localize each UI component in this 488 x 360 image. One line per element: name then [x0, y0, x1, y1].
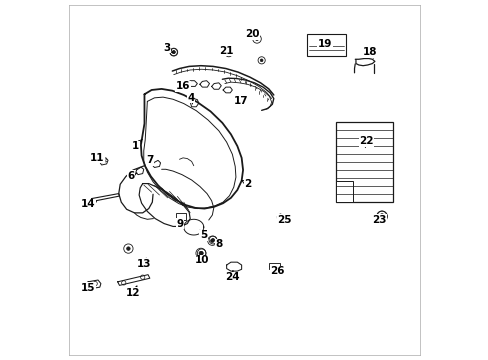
- Text: 1: 1: [132, 141, 139, 151]
- Bar: [306, 33, 345, 56]
- Circle shape: [172, 51, 175, 54]
- Text: 11: 11: [90, 153, 104, 163]
- Text: 21: 21: [218, 46, 233, 56]
- Text: 20: 20: [244, 29, 259, 39]
- Bar: [335, 181, 352, 202]
- Bar: [335, 122, 393, 202]
- Text: 6: 6: [127, 171, 134, 181]
- Text: 15: 15: [81, 283, 95, 293]
- Text: 4: 4: [187, 93, 194, 103]
- Circle shape: [380, 214, 383, 217]
- Text: 2: 2: [244, 179, 251, 189]
- Text: 16: 16: [176, 81, 190, 91]
- Text: 12: 12: [125, 288, 140, 297]
- Text: 23: 23: [371, 215, 386, 225]
- Text: 22: 22: [359, 136, 373, 147]
- Text: 3: 3: [163, 43, 170, 53]
- Text: 7: 7: [146, 156, 153, 165]
- Text: 5: 5: [200, 230, 206, 240]
- Circle shape: [255, 37, 258, 41]
- Circle shape: [260, 59, 263, 62]
- Bar: [176, 213, 185, 220]
- Text: 25: 25: [277, 215, 291, 225]
- Text: 18: 18: [362, 47, 377, 57]
- Text: 26: 26: [269, 266, 284, 276]
- Text: 19: 19: [317, 39, 331, 49]
- Text: 8: 8: [215, 239, 223, 249]
- Circle shape: [210, 239, 214, 243]
- Text: 14: 14: [81, 199, 95, 209]
- Circle shape: [199, 251, 203, 255]
- Text: 10: 10: [195, 255, 209, 265]
- Circle shape: [126, 247, 130, 250]
- Text: 24: 24: [224, 272, 239, 282]
- Bar: [268, 263, 280, 269]
- Text: 17: 17: [233, 96, 248, 106]
- Circle shape: [211, 239, 214, 242]
- Circle shape: [172, 51, 175, 54]
- Text: 13: 13: [136, 259, 151, 269]
- Circle shape: [227, 52, 230, 55]
- Circle shape: [200, 252, 203, 255]
- Text: 9: 9: [176, 219, 183, 229]
